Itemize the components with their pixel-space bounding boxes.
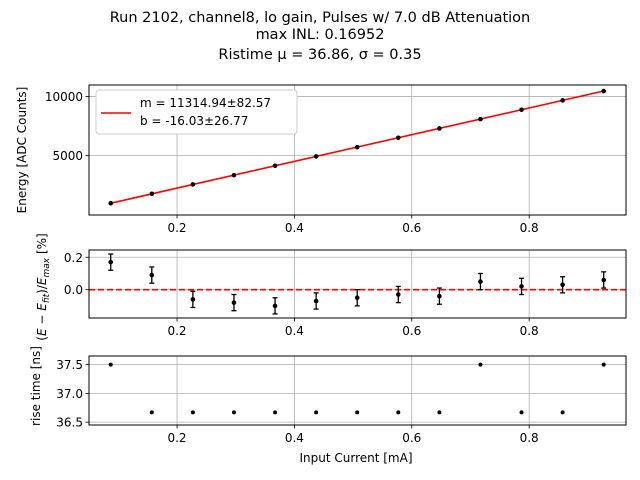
energy-point [519,107,524,113]
residual-ylabel-part: E [35,277,49,285]
risetime-point [190,410,195,415]
x-tick-label: 0.2 [167,221,186,235]
risetime-point [149,410,154,415]
axes-frame [88,355,627,426]
residual-ylabel-part: [%] [35,233,49,258]
risetime-point [108,362,113,367]
residual-point [437,293,442,299]
energy-point [108,200,114,206]
y-tick-label: 37.5 [56,358,83,372]
risetime-point [273,410,278,415]
y-tick-label: 10000 [45,90,83,104]
risetime-point [314,410,319,415]
x-tick-label: 0.8 [520,324,539,338]
legend-frame [95,89,298,135]
x-tick-label: 0.6 [402,324,421,338]
x-tick-label: 0.8 [520,431,539,445]
energy-point [190,182,196,187]
residual-point [313,298,319,304]
residual-ylabel-part: max [42,257,52,277]
risetime-point [519,410,524,415]
y-tick-label: 36.5 [56,416,83,430]
energy-point [313,154,319,159]
risetime-panel: 0.2 0.4 0.6 0.8 36.5 37.0 37.5 [56,355,627,445]
risetime-point [601,362,606,367]
x-tick-label: 0.4 [285,324,304,338]
legend: m = 11314.94±82.57 b = -16.03±26.77 [95,89,298,135]
residual-point [395,292,401,297]
energy-point [395,135,401,141]
residual-point [108,259,114,265]
residual-point [190,297,196,302]
energy-point [601,88,606,94]
axes-frame [88,84,627,216]
axes-frame [88,249,627,319]
legend-intercept-label: b = -16.03±26.77 [140,114,248,128]
energy-point [272,163,278,169]
risetime-point [478,362,483,367]
residual-point [149,272,155,278]
residual-point [560,282,565,288]
x-tick-label: 0.4 [285,221,304,235]
residual-ylabel-part: )/ [35,284,49,294]
residual-ylabel-part: E [35,328,49,336]
y-tick-label: 5000 [52,149,83,163]
residual-ylabel-part: ( [35,336,49,341]
residual-point [231,300,237,305]
residual-point [519,284,524,289]
risetime-ylabel: rise time [ns] [29,346,43,426]
x-tick-label: 0.6 [402,221,421,235]
residual-ylabel-part: E [35,303,49,311]
y-tick-label: 0.2 [64,251,83,265]
residual-point [354,295,360,301]
x-tick-label: 0.4 [285,431,304,445]
residual-point [601,277,606,283]
energy-point [231,172,237,178]
residual-point [478,279,483,284]
risetime-point [355,410,360,415]
y-tick-label: 0.0 [64,283,83,297]
energy-point [437,126,442,131]
risetime-point [396,410,401,415]
energy-point [354,144,360,150]
energy-ylabel: Energy [ADC Counts] [15,87,29,214]
legend-slope-label: m = 11314.94±82.57 [140,96,271,110]
risetime-point [437,410,442,415]
energy-point [149,191,155,197]
xaxis-label: Input Current [mA] [299,451,412,465]
y-tick-label: 37.0 [56,387,83,401]
residual-ylabel-part: − [35,311,49,329]
residual-ylabel-part: fit [42,293,52,303]
risetime-point [231,410,236,415]
residual-ylabel: (E − Efit)/Emax [%] [35,233,52,340]
chart-title-line-3: Ristime μ = 36.86, σ = 0.35 [218,47,421,63]
chart-title-line-2: max INL: 0.16952 [256,27,385,43]
x-tick-label: 0.6 [402,431,421,445]
x-tick-label: 0.8 [520,221,539,235]
energy-point [560,98,565,103]
residual-point [272,303,278,309]
x-tick-label: 0.2 [167,324,186,338]
chart-title-line-1: Run 2102, channel8, lo gain, Pulses w/ 7… [110,10,531,26]
residual-panel: 0.2 0.4 0.6 0.8 0.0 0.2 [64,249,627,338]
x-tick-label: 0.2 [167,431,186,445]
energy-point [478,116,483,122]
risetime-point [560,410,565,415]
